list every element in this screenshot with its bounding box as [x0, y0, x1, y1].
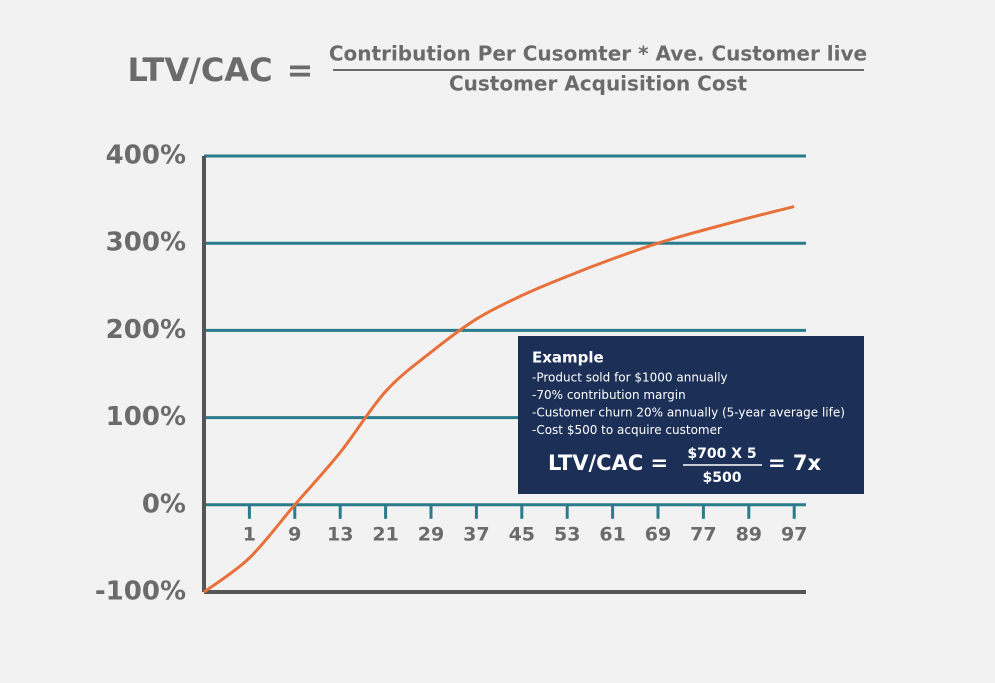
formula-left: LTV/CAC =: [548, 451, 668, 475]
x-tick-label: 9: [288, 523, 301, 545]
annotation-background: [518, 336, 864, 494]
formula-denominator: $500: [703, 470, 742, 486]
x-tick-label: 21: [372, 523, 398, 545]
x-tick-label: 61: [599, 523, 625, 545]
y-tick-label: 100%: [106, 402, 186, 432]
y-tick-label: 400%: [106, 141, 186, 171]
line: [203, 205, 795, 594]
formula-result: = 7x: [768, 451, 822, 475]
x-tick-label: 89: [736, 523, 762, 545]
title-numerator: Contribution Per Cusomter * Ave. Custome…: [329, 42, 867, 66]
annotation-line: -70% contribution margin: [532, 388, 686, 402]
y-tick-label: -100%: [95, 577, 186, 607]
x-tick-label: 1: [243, 523, 256, 545]
annotation-heading: Example: [532, 349, 604, 367]
x-tick-label: 45: [509, 523, 535, 545]
x-tick-label: 37: [463, 523, 489, 545]
x-tick-label: 69: [645, 523, 671, 545]
y-tick-label: 300%: [106, 228, 186, 258]
y-tick-label: 200%: [106, 315, 186, 345]
title-equals: =: [287, 51, 314, 89]
annotation-line: -Customer churn 20% annually (5-year ave…: [532, 406, 845, 420]
x-tick-label: 29: [418, 523, 444, 545]
annotation-line: -Product sold for $1000 annually: [532, 371, 728, 385]
y-tick-label: 0%: [142, 489, 186, 519]
x-tick-label: 13: [327, 523, 353, 545]
annotation-line: -Cost $500 to acquire customer: [532, 423, 722, 437]
x-tick-label: 97: [781, 523, 807, 545]
title-denominator: Customer Acquisition Cost: [449, 72, 748, 96]
annotation-box: Example -Product sold for $1000 annually -…: [518, 336, 864, 494]
formula-numerator: $700 X 5: [687, 446, 756, 462]
x-tick-label: 77: [690, 523, 716, 545]
title-left: LTV/CAC: [127, 51, 272, 89]
x-tick-label: 53: [554, 523, 580, 545]
